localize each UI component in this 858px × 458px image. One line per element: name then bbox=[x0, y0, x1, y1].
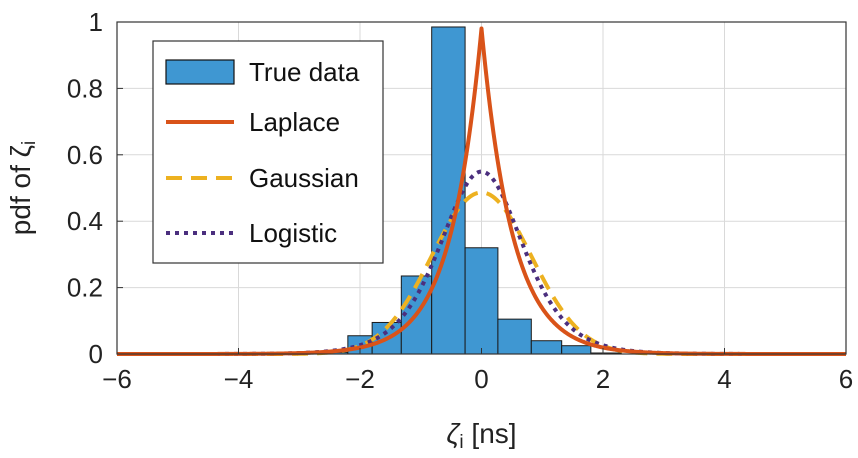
y-axis-subscript: i bbox=[19, 141, 40, 145]
x-tick-labels: −6 −4 −2 0 2 4 6 bbox=[102, 348, 853, 394]
x-axis-unit: [ns] bbox=[464, 418, 517, 449]
y-tick-label: 0.6 bbox=[67, 140, 103, 170]
x-axis-symbol: ζ bbox=[446, 418, 461, 449]
legend: True data Laplace Gaussian Logistic bbox=[152, 40, 384, 264]
y-tick-label: 0.4 bbox=[67, 206, 103, 236]
x-tick-label: 2 bbox=[596, 364, 610, 394]
y-tick-labels: 0 0.2 0.4 0.6 0.8 1 bbox=[67, 7, 123, 369]
legend-swatch-true-data bbox=[165, 59, 235, 85]
x-tick-label: 4 bbox=[717, 364, 731, 394]
y-axis-title: pdf of ζi bbox=[5, 141, 40, 235]
histogram-bar bbox=[497, 318, 532, 355]
x-tick-label: −6 bbox=[102, 364, 132, 394]
y-tick-label: 0 bbox=[89, 339, 103, 369]
y-tick-label: 1 bbox=[89, 7, 103, 37]
histogram-bar bbox=[530, 340, 563, 355]
legend-label-laplace: Laplace bbox=[249, 107, 340, 137]
legend-label-logistic: Logistic bbox=[249, 218, 337, 248]
y-tick-label: 0.2 bbox=[67, 273, 103, 303]
x-axis-subscript: i bbox=[459, 432, 463, 453]
histogram-bar bbox=[561, 345, 592, 355]
x-tick-label: −4 bbox=[224, 364, 254, 394]
x-tick-label: −2 bbox=[345, 364, 375, 394]
y-axis-text: pdf of ζ bbox=[5, 145, 36, 235]
x-tick-label: 0 bbox=[474, 364, 488, 394]
legend-label-true-data: True data bbox=[249, 57, 360, 87]
histogram-bar bbox=[464, 247, 499, 355]
x-axis-title: ζi [ns] bbox=[446, 418, 516, 453]
x-tick-label: 6 bbox=[839, 364, 853, 394]
legend-label-gaussian: Gaussian bbox=[249, 163, 359, 193]
y-tick-label: 0.8 bbox=[67, 73, 103, 103]
